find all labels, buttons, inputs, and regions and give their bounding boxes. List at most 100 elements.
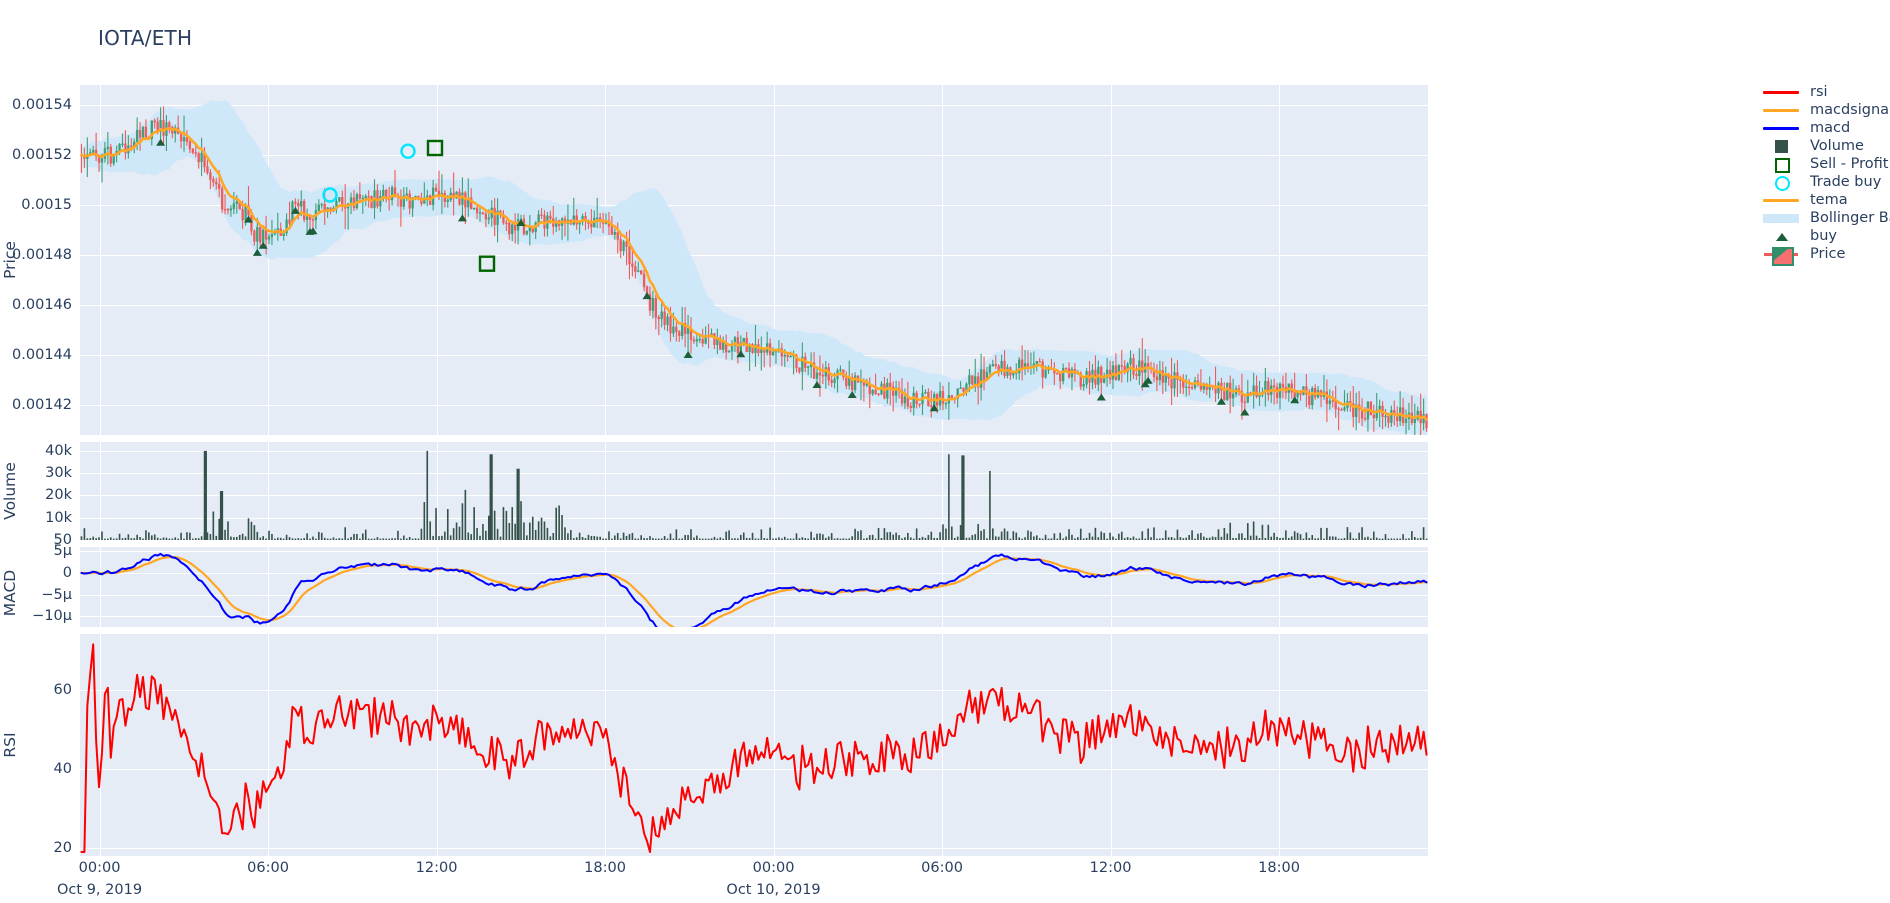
volume-panel: [80, 442, 1428, 541]
line-swatch-icon: [1763, 127, 1799, 130]
legend-band-swatch-icon: [1760, 210, 1802, 226]
x-axis-date-label: Oct 9, 2019: [57, 882, 143, 898]
volume-ytick: 40k: [45, 442, 72, 459]
price-axis-title: Price: [1, 241, 19, 279]
gridline-horizontal: [80, 255, 1428, 256]
gridline-horizontal: [80, 205, 1428, 206]
x-axis-tick: 18:00: [1258, 860, 1300, 876]
legend-item-label: Volume: [1810, 138, 1864, 154]
macd-ytick: −10µ: [32, 608, 72, 625]
price-panel: [80, 85, 1428, 435]
legend-item-label: macd: [1810, 120, 1851, 136]
gridline-vertical: [773, 85, 775, 435]
gridline-vertical: [942, 85, 944, 435]
legend-item-label: tema: [1810, 192, 1848, 208]
price-ytick: 0.00154: [12, 97, 72, 113]
gridline-horizontal: [80, 551, 1428, 553]
legend-item-buy[interactable]: buy: [1760, 228, 1890, 244]
legend-item-macdsignal[interactable]: macdsignal: [1760, 102, 1890, 118]
macd-ytick: 0: [62, 564, 72, 581]
legend-item-price[interactable]: Price: [1760, 246, 1890, 266]
volume-ytick: 30k: [45, 465, 72, 482]
gridline-horizontal: [80, 305, 1428, 306]
price-ytick: 0.0015: [21, 197, 72, 213]
gridline-vertical: [605, 547, 607, 627]
candle-green-half-icon: [1773, 248, 1789, 261]
gridline-vertical: [605, 442, 607, 540]
legend-item-tema[interactable]: tema: [1760, 192, 1890, 208]
chart-legend[interactable]: rsi macdsignal macd Volume Sell - Profit Trad…: [1760, 84, 1890, 266]
legend-item-label: Price: [1810, 246, 1846, 262]
gridline-vertical: [268, 85, 270, 435]
gridline-horizontal: [80, 768, 1428, 770]
gridline-horizontal: [80, 689, 1428, 691]
price-ytick: 0.00152: [12, 147, 72, 163]
gridline-vertical: [773, 634, 775, 856]
legend-item-trade-buy[interactable]: Trade buy: [1760, 174, 1890, 191]
gridline-horizontal: [80, 495, 1428, 497]
legend-item-label: Sell - Profit: [1810, 156, 1889, 172]
legend-item-bollinger-band[interactable]: Bollinger Band: [1760, 210, 1890, 226]
volume-ytick: 50: [53, 531, 72, 548]
rsi-axis-title: RSI: [1, 732, 19, 758]
band-swatch-icon: [1763, 214, 1799, 223]
macd-ytick: −5µ: [41, 586, 72, 603]
legend-item-sell-profit[interactable]: Sell - Profit: [1760, 156, 1890, 173]
gridline-vertical: [99, 547, 101, 627]
gridline-horizontal: [80, 473, 1428, 475]
rsi-ytick: 60: [53, 681, 72, 698]
price-ytick: 0.00146: [12, 297, 72, 313]
legend-candlestick-icon: [1760, 246, 1802, 266]
gridline-horizontal: [80, 848, 1428, 850]
gridline-vertical: [1279, 85, 1281, 435]
square-swatch-icon: [1775, 140, 1788, 153]
gridline-horizontal: [80, 355, 1428, 356]
rsi-ytick: 20: [53, 840, 72, 857]
legend-square-swatch-icon: [1760, 138, 1802, 154]
gridline-vertical: [1110, 547, 1112, 627]
gridline-horizontal: [80, 594, 1428, 596]
legend-item-volume[interactable]: Volume: [1760, 138, 1890, 154]
gridline-vertical: [1110, 85, 1112, 435]
gridline-vertical: [99, 442, 101, 540]
circle-outline-icon: [1775, 176, 1790, 191]
legend-line-swatch-icon: [1760, 102, 1802, 118]
gridline-horizontal: [80, 572, 1428, 574]
legend-hollow-square-icon: [1760, 156, 1802, 173]
legend-line-swatch-icon: [1760, 120, 1802, 136]
legend-triangle-up-icon: [1760, 228, 1802, 244]
gridline-horizontal: [80, 405, 1428, 406]
gridline-vertical: [605, 634, 607, 856]
legend-item-label: rsi: [1810, 84, 1828, 100]
x-axis-tick: 18:00: [584, 860, 626, 876]
gridline-vertical: [436, 442, 438, 540]
rsi-ytick: 40: [53, 760, 72, 777]
legend-line-swatch-icon: [1760, 192, 1802, 208]
gridline-vertical: [1279, 634, 1281, 856]
gridline-vertical: [268, 547, 270, 627]
gridline-vertical: [436, 547, 438, 627]
volume-ytick: 10k: [45, 509, 72, 526]
legend-circle-icon: [1760, 174, 1802, 191]
price-ytick: 0.00142: [12, 397, 72, 413]
triangle-up-icon: [1776, 233, 1788, 241]
gridline-vertical: [1279, 547, 1281, 627]
gridline-vertical: [436, 634, 438, 856]
price-ytick: 0.00144: [12, 347, 72, 363]
volume-ytick: 20k: [45, 487, 72, 504]
gridline-vertical: [773, 547, 775, 627]
legend-item-rsi[interactable]: rsi: [1760, 84, 1890, 100]
x-axis-date-label: Oct 10, 2019: [726, 882, 821, 898]
gridline-horizontal: [80, 539, 1428, 541]
x-axis-tick: 12:00: [1089, 860, 1132, 876]
hollow-square-icon: [1775, 158, 1790, 173]
gridline-vertical: [942, 634, 944, 856]
gridline-vertical: [773, 442, 775, 540]
legend-line-swatch-icon: [1760, 84, 1802, 100]
gridline-vertical: [99, 634, 101, 856]
line-swatch-icon: [1763, 109, 1799, 112]
legend-item-label: buy: [1810, 228, 1837, 244]
gridline-vertical: [1279, 442, 1281, 540]
legend-item-macd[interactable]: macd: [1760, 120, 1890, 136]
gridline-horizontal: [80, 450, 1428, 452]
